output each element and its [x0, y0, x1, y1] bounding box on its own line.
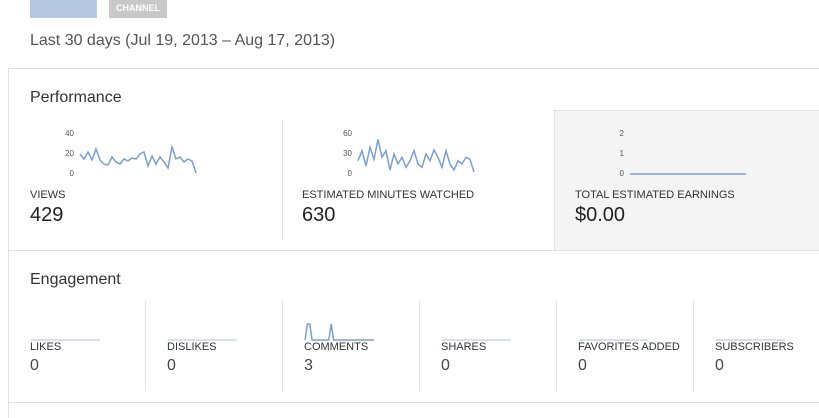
divider: [419, 301, 420, 391]
y-tick-label: 2: [620, 129, 625, 138]
section-title: Engagement: [30, 271, 121, 288]
section-title: Performance: [30, 89, 122, 106]
sparkline: [716, 339, 785, 341]
metric-value: 0: [578, 357, 587, 374]
sparkline: [31, 339, 100, 341]
metric-label: TOTAL ESTIMATED EARNINGS: [575, 189, 735, 201]
y-tick-label: 0: [70, 169, 75, 178]
divider: [8, 68, 9, 418]
metric-value: 0: [30, 357, 39, 374]
y-tick-label: 20: [65, 149, 74, 158]
metric-value: 630: [302, 204, 336, 226]
divider: [8, 68, 819, 69]
y-tick-label: 30: [343, 149, 352, 158]
sparkline: [442, 339, 511, 341]
metric-label: COMMENTS: [304, 341, 369, 353]
divider: [145, 301, 146, 391]
divider: [693, 301, 694, 391]
selected-metric[interactable]: [554, 110, 819, 251]
avatar[interactable]: [30, 0, 97, 18]
metric-value: 429: [30, 204, 64, 226]
metric-value: $0.00: [575, 204, 626, 226]
metric-label: LIKES: [30, 341, 62, 353]
metric-value: 0: [715, 357, 724, 374]
divider: [8, 250, 819, 251]
sparkline: [579, 339, 648, 341]
metric-label: FAVORITES ADDED: [578, 341, 680, 353]
metric-label: DISLIKES: [167, 341, 217, 353]
y-tick-label: 0: [620, 169, 625, 178]
sparkline-path: [79, 144, 197, 174]
channel-badge: CHANNEL: [109, 0, 167, 18]
sparkline: 0 20 40: [65, 129, 197, 178]
y-tick-label: 40: [65, 129, 74, 138]
metric-label: SHARES: [441, 341, 487, 353]
metric-label: VIEWS: [30, 189, 66, 201]
y-tick-label: 0: [348, 169, 353, 178]
date-range[interactable]: Last 30 days (Jul 19, 2013 – Aug 17, 201…: [30, 32, 336, 49]
divider: [8, 402, 819, 403]
sparkline: 0 1 2: [620, 129, 746, 178]
metric-value: 0: [441, 357, 450, 374]
metric-value: 3: [304, 357, 313, 374]
divider: [556, 301, 557, 391]
sparkline: [304, 323, 374, 341]
sparkline-path: [357, 139, 475, 173]
metric-label: ESTIMATED MINUTES WATCHED: [302, 189, 475, 201]
sparkline: 0 30 60: [343, 129, 475, 178]
y-tick-label: 60: [343, 129, 352, 138]
sparkline: [168, 339, 237, 341]
metric-value: 0: [167, 357, 176, 374]
sparkline-path: [304, 323, 374, 341]
metric-label: SUBSCRIBERS: [715, 341, 794, 353]
y-tick-label: 1: [620, 149, 625, 158]
divider: [282, 301, 283, 391]
divider: [282, 120, 283, 240]
